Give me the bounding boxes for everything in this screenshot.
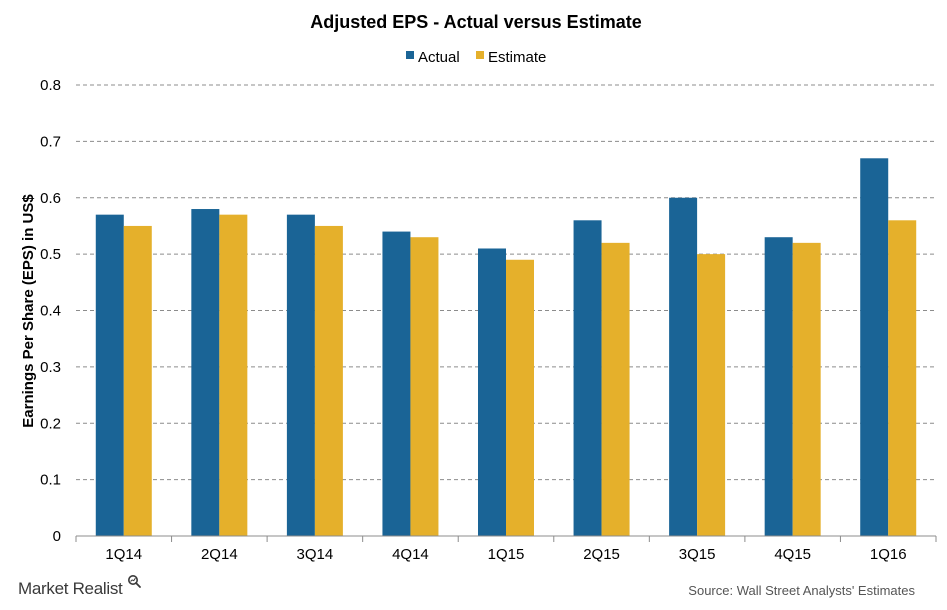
- chart-title: Adjusted EPS - Actual versus Estimate: [310, 12, 641, 32]
- legend-label-actual: Actual: [418, 49, 460, 66]
- bar-actual-4q15: [764, 237, 793, 536]
- y-tick-label: 0.7: [40, 133, 61, 150]
- bar-actual-3q14: [286, 214, 315, 536]
- bar-estimate-1q15: [506, 259, 534, 536]
- bar-estimate-3q14: [314, 225, 343, 536]
- y-tick-label: 0.8: [40, 77, 61, 94]
- bar-actual-3q15: [669, 197, 698, 536]
- legend: Actual Estimate: [406, 49, 546, 66]
- bar-actual-2q14: [191, 209, 220, 536]
- brand-name: Market Realist: [18, 579, 123, 598]
- x-axis-ticks: 1Q14 2Q14 3Q14 4Q14 1Q15 2Q15 3Q15 4Q15 1Q16: [75, 536, 937, 563]
- bars: [95, 158, 917, 537]
- legend-label-estimate: Estimate: [488, 49, 546, 66]
- bar-estimate-2q15: [601, 242, 630, 536]
- x-tick-label: 3Q14: [297, 546, 334, 563]
- bar-estimate-4q15: [792, 242, 821, 536]
- bar-actual-1q16: [860, 158, 889, 536]
- x-tick-label: 2Q15: [583, 546, 620, 563]
- x-tick-label: 1Q15: [488, 546, 525, 563]
- legend-swatch-estimate: [476, 51, 484, 59]
- bar-actual-1q15: [478, 248, 506, 537]
- bar-estimate-2q14: [219, 214, 248, 536]
- brand-logo: Market Realist: [18, 574, 141, 598]
- bar-actual-2q15: [573, 220, 602, 537]
- magnifier-icon: [128, 574, 141, 588]
- bar-estimate-3q15: [697, 254, 726, 536]
- bar-actual-1q14: [95, 214, 124, 536]
- x-tick-label: 4Q14: [392, 546, 429, 563]
- bar-estimate-1q16: [888, 220, 917, 537]
- y-tick-label: 0.4: [40, 303, 61, 320]
- y-tick-label: 0.6: [40, 190, 61, 207]
- x-tick-label: 4Q15: [774, 546, 811, 563]
- y-tick-label: 0: [53, 528, 61, 545]
- x-tick-label: 1Q16: [870, 546, 907, 563]
- y-tick-label: 0.5: [40, 246, 61, 263]
- bar-estimate-1q14: [123, 225, 152, 536]
- bar-estimate-4q14: [410, 237, 439, 536]
- y-axis-title: Earnings Per Share (EPS) in US$: [20, 194, 37, 428]
- x-tick-label: 3Q15: [679, 546, 716, 563]
- x-tick-label: 1Q14: [105, 546, 142, 563]
- bar-actual-4q14: [382, 231, 411, 536]
- y-axis-ticks: 0 0.1 0.2 0.3 0.4 0.5 0.6 0.7 0.8: [40, 77, 61, 545]
- y-tick-label: 0.2: [40, 415, 61, 432]
- y-tick-label: 0.3: [40, 359, 61, 376]
- x-tick-label: 2Q14: [201, 546, 238, 563]
- y-tick-label: 0.1: [40, 472, 61, 489]
- source-note: Source: Wall Street Analysts' Estimates: [688, 583, 915, 598]
- legend-swatch-actual: [406, 51, 414, 59]
